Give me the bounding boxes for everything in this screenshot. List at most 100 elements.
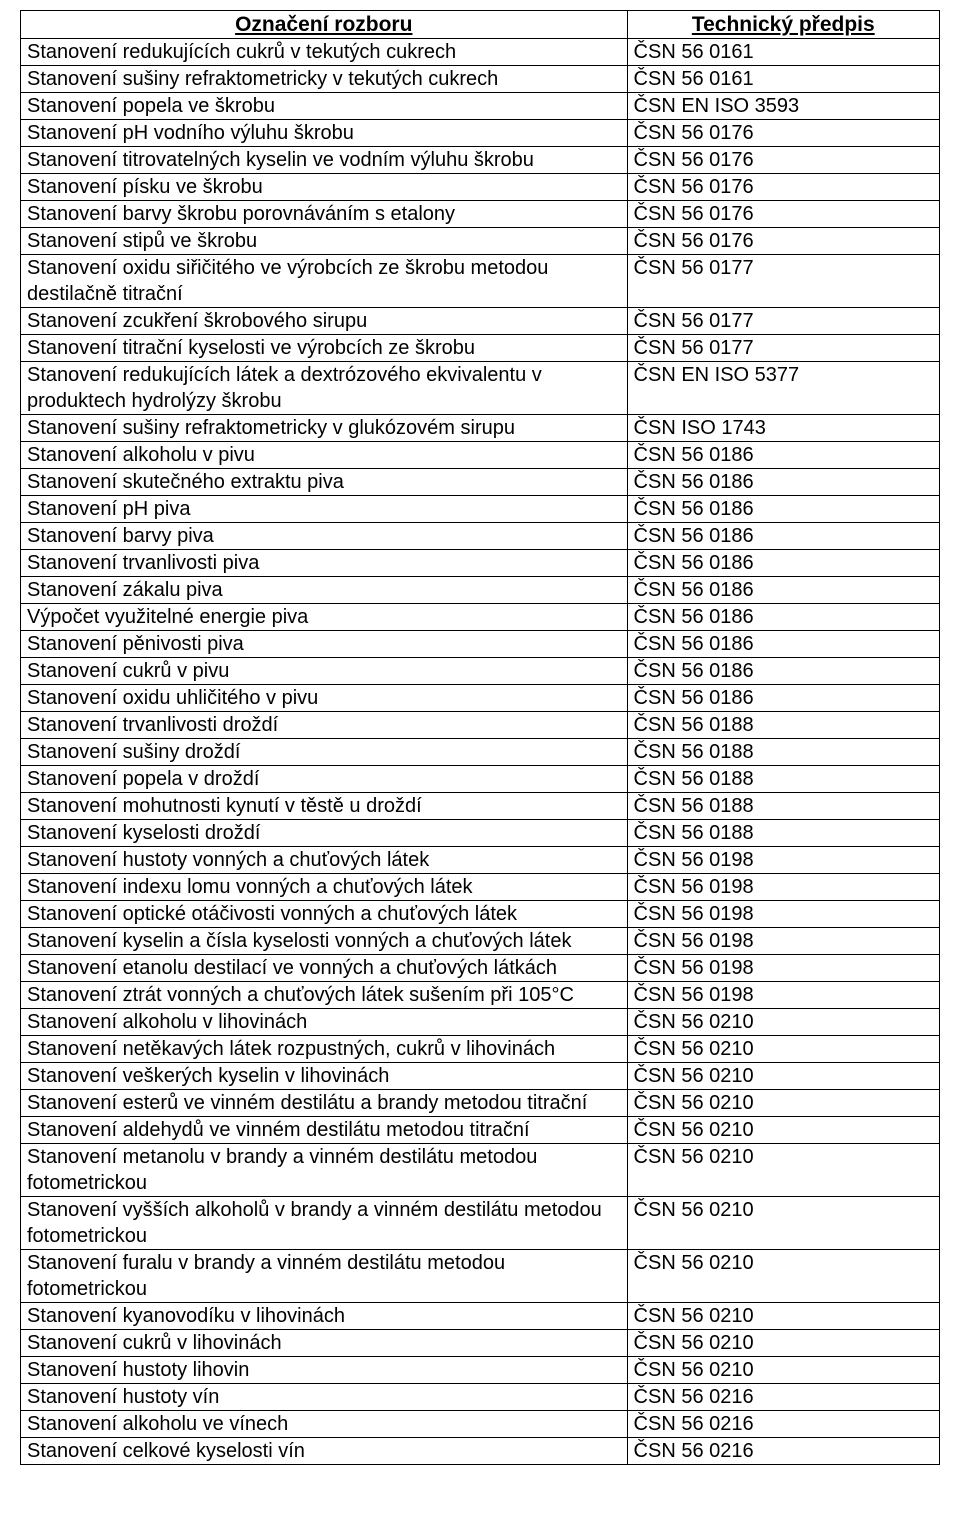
table-row: Stanovení sušiny droždíČSN 56 0188 <box>21 739 940 766</box>
cell-spec: ČSN 56 0210 <box>627 1250 939 1303</box>
table-row: Stanovení pH vodního výluhu škrobuČSN 56… <box>21 120 940 147</box>
table-row: Stanovení celkové kyselosti vínČSN 56 02… <box>21 1438 940 1465</box>
cell-name: Stanovení hustoty lihovin <box>21 1357 628 1384</box>
cell-spec: ČSN 56 0176 <box>627 120 939 147</box>
cell-spec: ČSN 56 0161 <box>627 66 939 93</box>
cell-spec: ČSN 56 0186 <box>627 523 939 550</box>
cell-spec: ČSN 56 0176 <box>627 174 939 201</box>
cell-name: Stanovení barvy škrobu porovnáváním s et… <box>21 201 628 228</box>
cell-name: Stanovení alkoholu v pivu <box>21 442 628 469</box>
table-row: Stanovení sušiny refraktometricky v gluk… <box>21 415 940 442</box>
page: Označení rozboru Technický předpis Stano… <box>0 0 960 1475</box>
table-row: Stanovení zákalu pivaČSN 56 0186 <box>21 577 940 604</box>
cell-name: Stanovení oxidu siřičitého ve výrobcích … <box>21 255 628 308</box>
cell-name: Stanovení optické otáčivosti vonných a c… <box>21 901 628 928</box>
cell-spec: ČSN 56 0216 <box>627 1411 939 1438</box>
cell-spec: ČSN 56 0210 <box>627 1144 939 1197</box>
cell-spec: ČSN 56 0198 <box>627 901 939 928</box>
cell-name: Stanovení sušiny refraktometricky v teku… <box>21 66 628 93</box>
table-row: Stanovení barvy škrobu porovnáváním s et… <box>21 201 940 228</box>
cell-spec: ČSN EN ISO 3593 <box>627 93 939 120</box>
table-row: Stanovení skutečného extraktu pivaČSN 56… <box>21 469 940 496</box>
cell-spec: ČSN 56 0188 <box>627 712 939 739</box>
cell-name: Stanovení cukrů v pivu <box>21 658 628 685</box>
cell-spec: ČSN 56 0186 <box>627 577 939 604</box>
table-row: Stanovení esterů ve vinném destilátu a b… <box>21 1090 940 1117</box>
cell-spec: ČSN 56 0186 <box>627 685 939 712</box>
cell-spec: ČSN 56 0198 <box>627 982 939 1009</box>
table-row: Stanovení popela v droždíČSN 56 0188 <box>21 766 940 793</box>
cell-name: Stanovení netěkavých látek rozpustných, … <box>21 1036 628 1063</box>
cell-name: Stanovení celkové kyselosti vín <box>21 1438 628 1465</box>
table-row: Stanovení cukrů v pivuČSN 56 0186 <box>21 658 940 685</box>
table-row: Stanovení aldehydů ve vinném destilátu m… <box>21 1117 940 1144</box>
table-row: Stanovení furalu v brandy a vinném desti… <box>21 1250 940 1303</box>
header-spec: Technický předpis <box>627 11 939 39</box>
cell-name: Stanovení trvanlivosti piva <box>21 550 628 577</box>
cell-spec: ČSN 56 0198 <box>627 874 939 901</box>
table-row: Stanovení veškerých kyselin v lihovinách… <box>21 1063 940 1090</box>
cell-spec: ČSN 56 0188 <box>627 793 939 820</box>
table-row: Stanovení trvanlivosti pivaČSN 56 0186 <box>21 550 940 577</box>
cell-spec: ČSN 56 0188 <box>627 739 939 766</box>
table-row: Stanovení kyselin a čísla kyselosti vonn… <box>21 928 940 955</box>
cell-spec: ČSN 56 0186 <box>627 631 939 658</box>
table-row: Stanovení písku ve škrobuČSN 56 0176 <box>21 174 940 201</box>
cell-spec: ČSN 56 0186 <box>627 550 939 577</box>
cell-name: Stanovení sušiny refraktometricky v gluk… <box>21 415 628 442</box>
cell-spec: ČSN 56 0186 <box>627 496 939 523</box>
cell-name: Stanovení hustoty vín <box>21 1384 628 1411</box>
table-row: Stanovení hustoty lihovinČSN 56 0210 <box>21 1357 940 1384</box>
cell-name: Stanovení skutečného extraktu piva <box>21 469 628 496</box>
cell-name: Stanovení písku ve škrobu <box>21 174 628 201</box>
cell-name: Stanovení cukrů v lihovinách <box>21 1330 628 1357</box>
table-row: Stanovení oxidu uhličitého v pivuČSN 56 … <box>21 685 940 712</box>
cell-name: Stanovení sušiny droždí <box>21 739 628 766</box>
cell-name: Stanovení kyselin a čísla kyselosti vonn… <box>21 928 628 955</box>
table-row: Stanovení etanolu destilací ve vonných a… <box>21 955 940 982</box>
table-row: Stanovení kyselosti droždíČSN 56 0188 <box>21 820 940 847</box>
cell-spec: ČSN 56 0176 <box>627 228 939 255</box>
specifications-table: Označení rozboru Technický předpis Stano… <box>20 10 940 1465</box>
table-row: Stanovení titrovatelných kyselin ve vodn… <box>21 147 940 174</box>
header-name: Označení rozboru <box>21 11 628 39</box>
cell-name: Stanovení etanolu destilací ve vonných a… <box>21 955 628 982</box>
table-row: Stanovení sušiny refraktometricky v teku… <box>21 66 940 93</box>
table-row: Stanovení zcukření škrobového sirupuČSN … <box>21 308 940 335</box>
cell-spec: ČSN 56 0210 <box>627 1117 939 1144</box>
cell-spec: ČSN 56 0186 <box>627 442 939 469</box>
cell-spec: ČSN ISO 1743 <box>627 415 939 442</box>
cell-spec: ČSN 56 0210 <box>627 1090 939 1117</box>
cell-name: Stanovení barvy piva <box>21 523 628 550</box>
table-row: Stanovení alkoholu v lihovináchČSN 56 02… <box>21 1009 940 1036</box>
table-row: Stanovení hustoty vínČSN 56 0216 <box>21 1384 940 1411</box>
cell-name: Stanovení metanolu v brandy a vinném des… <box>21 1144 628 1197</box>
table-row: Stanovení hustoty vonných a chuťových lá… <box>21 847 940 874</box>
cell-name: Stanovení oxidu uhličitého v pivu <box>21 685 628 712</box>
cell-spec: ČSN 56 0210 <box>627 1009 939 1036</box>
cell-name: Stanovení pěnivosti piva <box>21 631 628 658</box>
cell-spec: ČSN 56 0210 <box>627 1197 939 1250</box>
cell-spec: ČSN 56 0198 <box>627 928 939 955</box>
cell-name: Stanovení aldehydů ve vinném destilátu m… <box>21 1117 628 1144</box>
table-row: Stanovení netěkavých látek rozpustných, … <box>21 1036 940 1063</box>
cell-name: Stanovení pH vodního výluhu škrobu <box>21 120 628 147</box>
cell-spec: ČSN 56 0210 <box>627 1330 939 1357</box>
table-row: Stanovení vyšších alkoholů v brandy a vi… <box>21 1197 940 1250</box>
table-row: Stanovení stipů ve škrobuČSN 56 0176 <box>21 228 940 255</box>
table-row: Stanovení pěnivosti pivaČSN 56 0186 <box>21 631 940 658</box>
cell-name: Stanovení titrovatelných kyselin ve vodn… <box>21 147 628 174</box>
cell-name: Stanovení zákalu piva <box>21 577 628 604</box>
table-row: Stanovení metanolu v brandy a vinném des… <box>21 1144 940 1197</box>
cell-spec: ČSN 56 0210 <box>627 1063 939 1090</box>
table-row: Stanovení ztrát vonných a chuťových láte… <box>21 982 940 1009</box>
cell-spec: ČSN 56 0176 <box>627 147 939 174</box>
cell-name: Stanovení stipů ve škrobu <box>21 228 628 255</box>
table-row: Stanovení alkoholu ve vínechČSN 56 0216 <box>21 1411 940 1438</box>
table-row: Stanovení indexu lomu vonných a chuťovýc… <box>21 874 940 901</box>
table-body: Stanovení redukujících cukrů v tekutých … <box>21 39 940 1465</box>
cell-spec: ČSN 56 0176 <box>627 201 939 228</box>
table-header-row: Označení rozboru Technický předpis <box>21 11 940 39</box>
table-row: Stanovení alkoholu v pivuČSN 56 0186 <box>21 442 940 469</box>
cell-name: Stanovení indexu lomu vonných a chuťovýc… <box>21 874 628 901</box>
